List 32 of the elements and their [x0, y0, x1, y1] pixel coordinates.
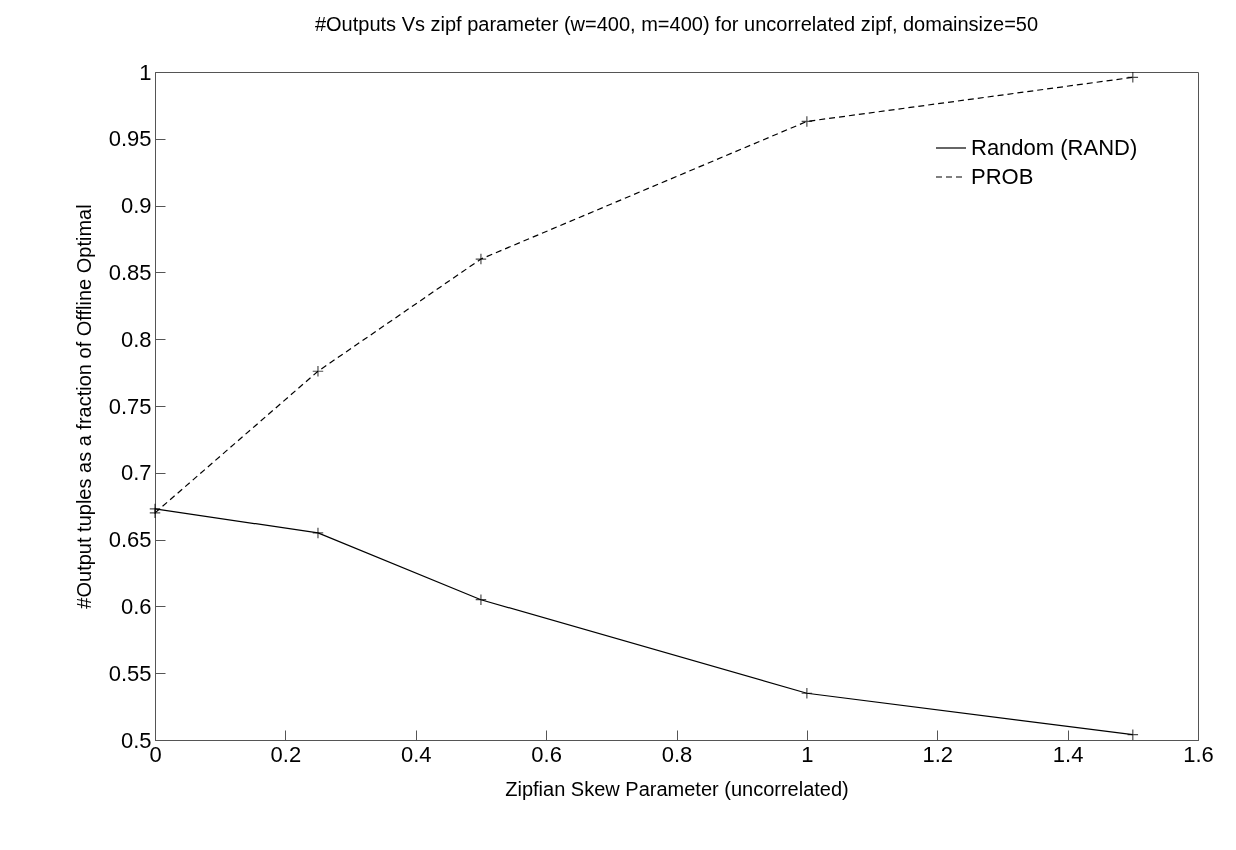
- x-tick-label: 1.6: [1183, 741, 1214, 767]
- y-tick-label: 0.55: [108, 660, 152, 686]
- y-tick-label: 0.7: [120, 460, 152, 486]
- y-axis-title: #Output tuples as a fraction of Offline Optimal: [72, 204, 95, 609]
- x-tick-label: 0.6: [531, 741, 562, 767]
- y-tick-label: 0.9: [120, 193, 152, 219]
- y-tick-label: 1: [139, 59, 152, 85]
- x-tick-label: 0.4: [400, 741, 432, 767]
- y-tick-label: 0.85: [108, 259, 152, 285]
- x-axis-title: Zipfian Skew Parameter (uncorrelated): [505, 777, 849, 800]
- legend-label: Random (RAND): [971, 135, 1138, 160]
- point: [475, 253, 487, 265]
- y-tick-label: 0.65: [108, 527, 152, 553]
- y-tick-label: 0.75: [108, 393, 152, 419]
- point: [312, 365, 324, 378]
- point: [312, 527, 324, 539]
- legend-label: PROB: [971, 164, 1034, 189]
- x-tick-label: 0.8: [661, 741, 693, 767]
- y-tick-label: 0.8: [120, 326, 152, 352]
- point: [801, 687, 813, 700]
- x-tick-label: 1.4: [1052, 741, 1084, 767]
- point: [1126, 71, 1139, 84]
- point: [1126, 728, 1139, 741]
- chart-title: #Outputs Vs zipf parameter (w=400, m=400) for uncorrelated zipf, domainsize=50: [314, 13, 1039, 35]
- x-tick-label: 1.2: [922, 741, 954, 767]
- point: [475, 593, 487, 606]
- y-tick-label: 0.6: [120, 593, 152, 619]
- point: [149, 507, 161, 519]
- x-tick-label: 1: [801, 741, 814, 767]
- point: [801, 115, 813, 128]
- x-tick-label: 0.2: [270, 741, 302, 767]
- y-tick-label: 0.95: [108, 126, 152, 152]
